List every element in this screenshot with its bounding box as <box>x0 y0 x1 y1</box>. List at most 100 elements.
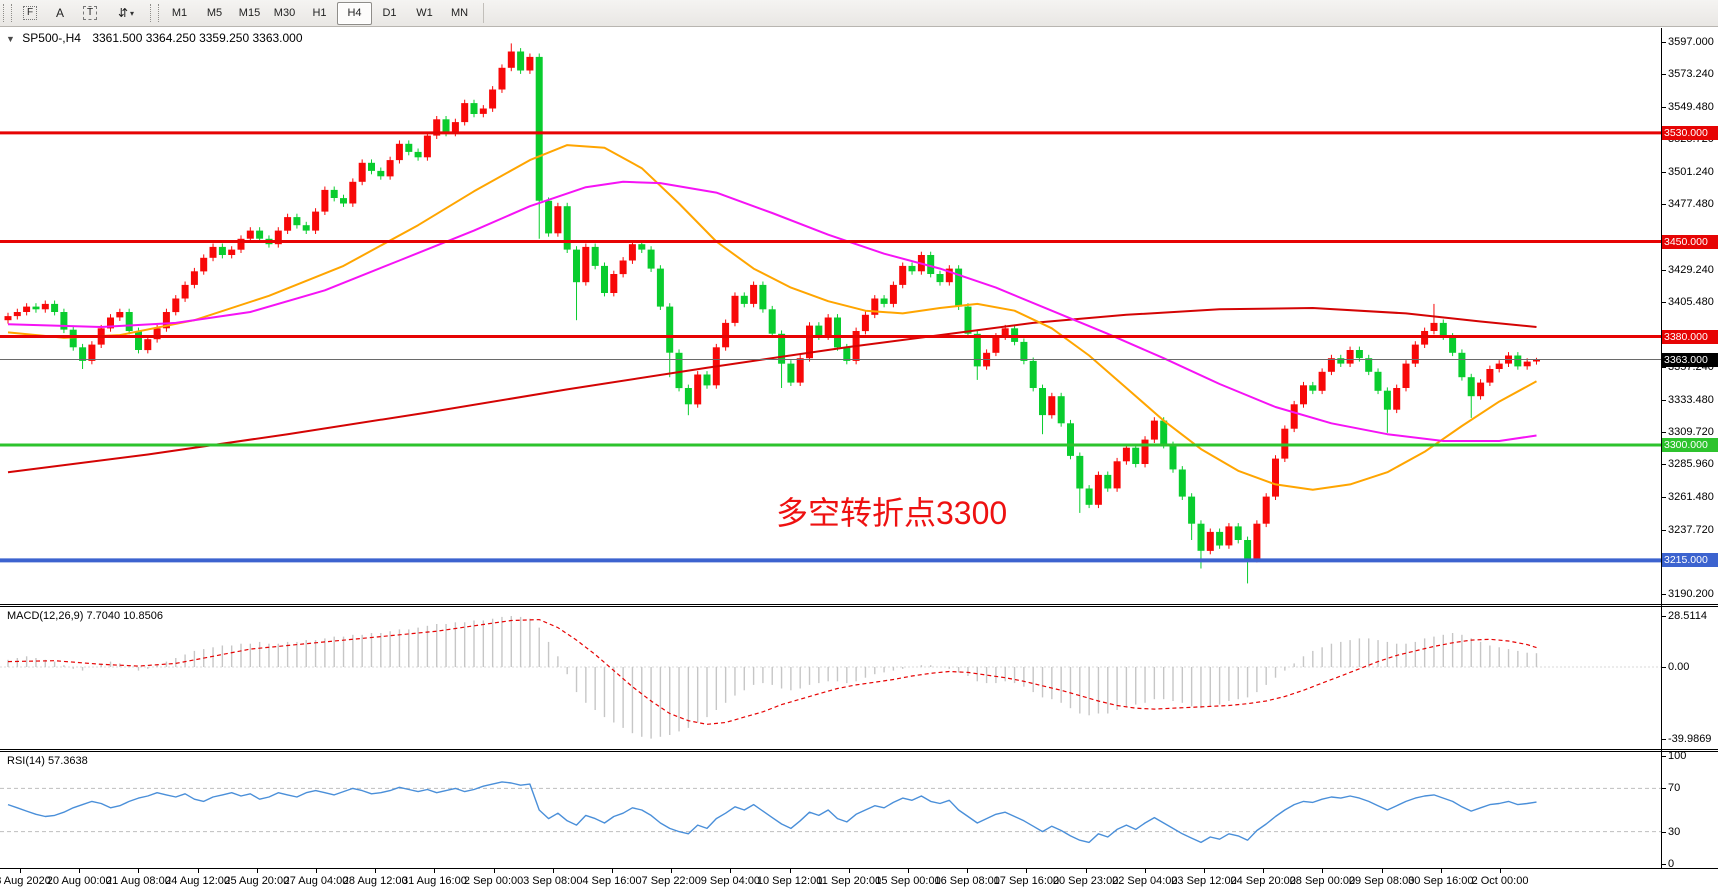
candle-body <box>321 189 329 212</box>
candle-body <box>423 135 431 158</box>
toolbar-separator <box>483 3 484 23</box>
toolbar-grip[interactable] <box>3 4 12 22</box>
candle-body <box>1300 385 1307 405</box>
time-axis-label: 21 Aug 08:00 <box>105 875 171 887</box>
candle-body <box>190 271 198 285</box>
time-tick-mark <box>789 869 791 873</box>
candle-body <box>13 312 21 317</box>
price-tick-mark <box>1661 529 1666 531</box>
objects-tool-button[interactable]: ⇵ ▾ <box>106 2 146 24</box>
candle-body <box>405 143 413 152</box>
candle-body <box>573 249 580 283</box>
time-tick-mark <box>671 869 673 873</box>
panel-separator[interactable] <box>0 604 1718 607</box>
candle-body <box>908 265 916 272</box>
candle-body <box>1467 377 1475 397</box>
candle-body <box>1337 358 1345 364</box>
rsi-tick-mark <box>1661 788 1666 790</box>
price-level-badge: 3215.000 <box>1662 553 1718 568</box>
candle-body <box>498 67 506 90</box>
macd-signal-line <box>7 618 1537 725</box>
candle-body <box>1216 531 1224 546</box>
objects-tool-icon: ⇵ <box>117 6 129 20</box>
candle-body <box>79 347 87 361</box>
candle-body <box>535 56 543 201</box>
timeframe-button-h4[interactable]: H4 <box>337 1 372 25</box>
price-tick-mark <box>1661 42 1666 43</box>
candle-body <box>153 328 161 340</box>
price-tick-label: 3405.480 <box>1668 295 1714 308</box>
time-axis-label: 28 Aug 12:00 <box>342 875 408 887</box>
symbol-dropdown-icon[interactable]: ▼ <box>6 34 15 44</box>
candle-body <box>1225 526 1233 546</box>
candle-body <box>107 317 114 329</box>
candle-body <box>237 238 245 250</box>
macd-panel-chart <box>0 616 1661 739</box>
timeframe-button-h1[interactable]: H1 <box>312 7 327 19</box>
timeframe-button-m30[interactable]: M30 <box>273 7 296 19</box>
candle-body <box>209 246 217 258</box>
candle-body <box>880 298 888 304</box>
timeframe-button-m1[interactable]: M1 <box>171 7 188 19</box>
candle-body <box>638 244 646 250</box>
candle-body <box>1477 382 1485 397</box>
candle-body <box>545 200 553 234</box>
price-tick-label: 3261.480 <box>1668 491 1714 504</box>
macd-tick-mark <box>1661 738 1666 740</box>
candle-body <box>1393 388 1401 410</box>
candle-body <box>461 103 469 123</box>
candle-body <box>815 325 823 337</box>
text-tool-button[interactable]: A <box>46 2 74 24</box>
label-tool-button[interactable]: T <box>76 2 104 24</box>
toolbar-grip[interactable] <box>150 4 159 22</box>
macd-scale-label: 28.5114 <box>1668 610 1707 622</box>
candle-body <box>936 274 944 283</box>
candle-body <box>1495 363 1503 369</box>
macd-tick-mark <box>1661 667 1666 668</box>
time-axis-label: 10 Sep 12:00 <box>756 875 823 887</box>
timeframe-button-w1[interactable]: W1 <box>416 7 433 19</box>
candle-body <box>1523 361 1531 367</box>
time-tick-mark <box>1263 869 1265 873</box>
timeframe-button-mn[interactable]: MN <box>450 7 469 19</box>
time-tick-mark <box>848 869 850 873</box>
price-level-badge: 3530.000 <box>1662 125 1718 140</box>
rsi-tick-mark <box>1661 864 1666 865</box>
time-axis-label: 2 Oct 00:00 <box>1471 875 1529 887</box>
candle-body <box>1402 363 1410 388</box>
candle-body <box>731 295 739 323</box>
candle-body <box>1533 359 1540 362</box>
timeframe-button-m5[interactable]: M5 <box>206 7 223 19</box>
candle-body <box>228 249 236 255</box>
panel-separator[interactable] <box>0 749 1718 752</box>
price-tick-mark <box>1661 301 1666 303</box>
candle-body <box>246 230 254 239</box>
timeframe-button-d1[interactable]: D1 <box>382 7 397 19</box>
chart-grid-button[interactable]: F <box>16 2 44 24</box>
candle-body <box>256 230 264 239</box>
time-axis-label: 22 Sep 04:00 <box>1112 875 1178 887</box>
timeframe-button-m15[interactable]: M15 <box>238 7 261 19</box>
candle-body <box>1430 322 1438 331</box>
candle-body <box>1253 523 1261 559</box>
candle-body <box>293 217 301 226</box>
candle-body <box>451 122 459 133</box>
price-tick-mark <box>1661 399 1666 401</box>
price-tick-label: 3333.480 <box>1668 393 1714 406</box>
candle-body <box>1076 455 1084 489</box>
time-axis-label: 18 Aug 2020 <box>0 875 51 887</box>
macd-tick-mark <box>1661 616 1666 617</box>
candle-body <box>526 56 534 71</box>
time-tick-mark <box>138 869 140 873</box>
time-axis-label: 24 Aug 12:00 <box>165 875 231 887</box>
time-axis-label: 20 Aug 00:00 <box>46 875 112 887</box>
time-axis-label: 20 Sep 23:00 <box>1052 875 1119 887</box>
candle-body <box>274 230 282 245</box>
candle-body <box>125 312 133 331</box>
time-tick-mark <box>375 869 377 873</box>
rsi-tick-mark <box>1661 831 1666 833</box>
price-tick-label: 3285.960 <box>1668 458 1714 471</box>
candle-body <box>1188 496 1196 524</box>
